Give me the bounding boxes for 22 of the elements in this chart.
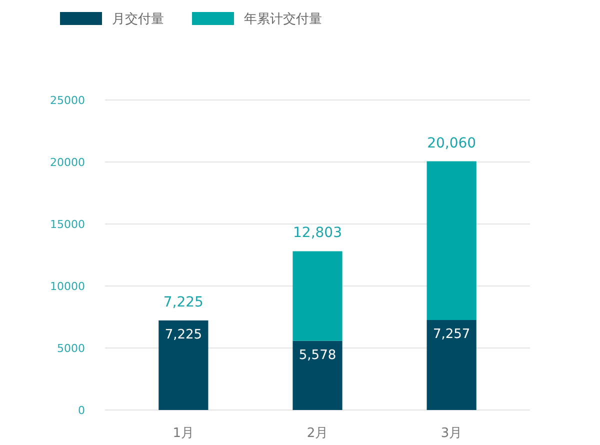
total-label: 20,060 xyxy=(427,135,476,152)
data-label: 5,578 xyxy=(298,348,336,363)
y-tick-label: 25000 xyxy=(50,94,85,107)
y-tick-label: 15000 xyxy=(50,218,85,231)
y-tick-label: 20000 xyxy=(50,156,85,169)
total-label: 7,225 xyxy=(163,294,204,310)
x-tick-label: 3月 xyxy=(440,426,462,441)
legend-label: 月交付量 xyxy=(112,11,164,27)
y-tick-label: 5000 xyxy=(57,342,85,355)
x-tick-label: 1月 xyxy=(172,426,194,441)
legend-label: 年累计交付量 xyxy=(244,11,322,27)
total-label: 12,803 xyxy=(293,225,342,242)
bar xyxy=(426,320,476,410)
data-label: 7,257 xyxy=(432,327,470,342)
bar xyxy=(292,340,342,410)
bar xyxy=(292,251,342,341)
x-tick-label: 2月 xyxy=(306,426,328,441)
y-tick-label: 10000 xyxy=(50,280,85,293)
bar xyxy=(426,161,476,320)
bar xyxy=(158,320,208,410)
data-label: 7,225 xyxy=(164,327,202,342)
y-tick-label: 0 xyxy=(78,404,85,417)
